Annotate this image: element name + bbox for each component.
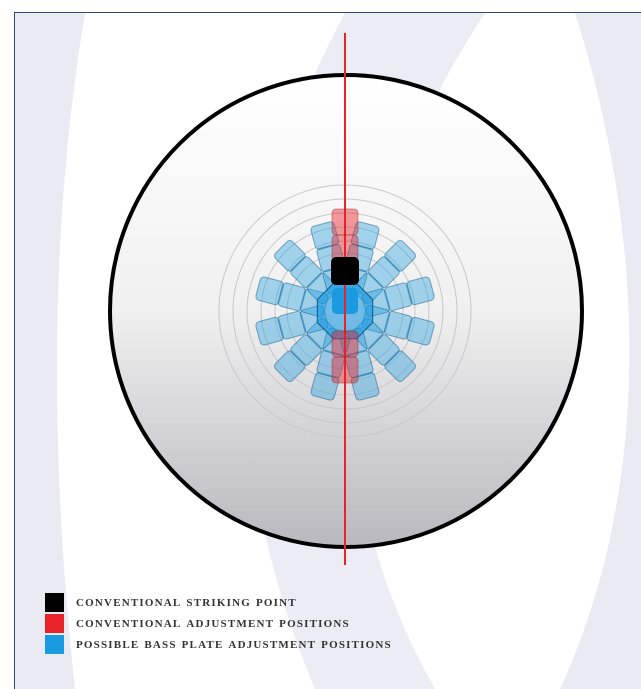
bass-plate-adjustment-mark <box>316 349 346 379</box>
bass-plate-adjustment-mark <box>383 282 413 312</box>
legend-swatch-black <box>45 592 64 612</box>
bass-plate-adjustment-mark <box>310 372 340 401</box>
legend: CONVENTIONAL STRIKING POINT CONVENTIONAL… <box>45 592 392 655</box>
watermark-swoosh-right <box>560 13 641 689</box>
bass-plate-adjustment-mark <box>350 221 380 250</box>
bass-plate-adjustment-mark <box>344 349 374 379</box>
conventional-striking-point <box>331 257 359 285</box>
legend-item-bass-plate-adjustment: POSSIBLE BASS PLATE ADJUSTMENT POSITIONS <box>45 634 392 654</box>
legend-label: CONVENTIONAL STRIKING POINT <box>76 593 297 610</box>
bass-plate-adjustment-mark <box>383 310 413 340</box>
conventional-adjustment-mark <box>331 330 359 358</box>
watermark-swoosh-left <box>15 13 85 689</box>
legend-item-striking-point: CONVENTIONAL STRIKING POINT <box>45 592 392 612</box>
bass-plate-adjustment-mark <box>310 221 340 250</box>
figure-frame: CONVENTIONAL STRIKING POINT CONVENTIONAL… <box>14 12 641 689</box>
conventional-adjustment-mark <box>331 356 359 384</box>
bass-plate-adjustment-mark <box>406 276 435 306</box>
drumhead-diagram <box>108 33 584 565</box>
legend-swatch-blue <box>45 634 64 654</box>
bass-plate-adjustment-mark <box>255 276 284 306</box>
legend-label: CONVENTIONAL ADJUSTMENT POSITIONS <box>76 614 350 631</box>
bass-plate-adjustment-mark <box>350 372 380 401</box>
bass-plate-adjustment-mark <box>277 282 307 312</box>
bass-plate-adjustment-mark <box>277 310 307 340</box>
legend-label: POSSIBLE BASS PLATE ADJUSTMENT POSITIONS <box>76 635 392 652</box>
bass-plate-adjustment-mark <box>406 316 435 346</box>
legend-swatch-red <box>45 613 64 633</box>
legend-item-conventional-adjustment: CONVENTIONAL ADJUSTMENT POSITIONS <box>45 613 392 633</box>
conventional-adjustment-mark <box>331 208 359 236</box>
bass-plate-adjustment-mark <box>255 316 284 346</box>
